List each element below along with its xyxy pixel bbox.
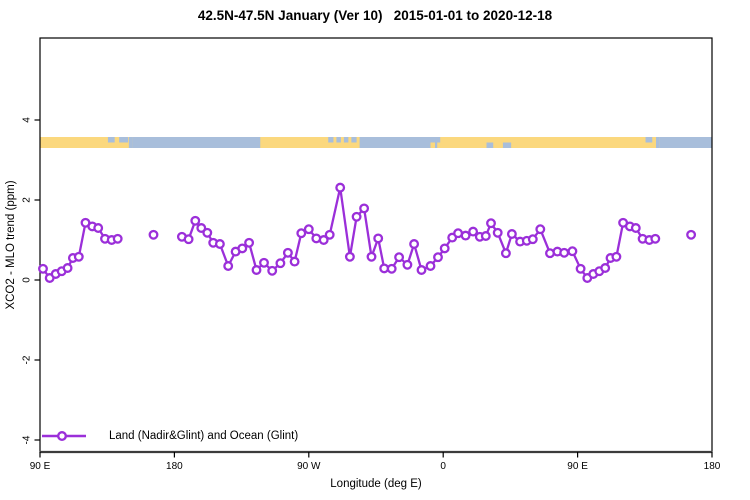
ocean-patch (645, 137, 653, 143)
data-point (630, 223, 641, 233)
x-tick-label: 180 (166, 461, 183, 472)
ocean-segment (659, 137, 712, 148)
data-point (480, 231, 491, 241)
data-point (567, 246, 578, 257)
data-point (559, 247, 570, 258)
y-axis-title: XCO2 - MLO trend (ppm) (5, 180, 17, 310)
data-point (359, 203, 370, 214)
x-tick-label: 90 W (297, 461, 321, 472)
y-tick-label: 4 (22, 117, 33, 123)
data-point (335, 182, 346, 193)
data-point (148, 229, 159, 240)
legend-label: Land (Nadir&Glint) and Ocean (Glint) (109, 430, 299, 442)
data-point (318, 235, 329, 245)
y-tick-label: 2 (22, 197, 33, 203)
data-point (275, 258, 286, 269)
data-point (575, 263, 586, 274)
data-point (73, 251, 84, 262)
axis-ticks: 90 E 180 90 W 0 90 E 180 4 2 0 -2 -4 (22, 117, 721, 472)
ocean-patch (656, 137, 660, 148)
data-point (324, 229, 335, 240)
data-point (190, 215, 201, 226)
x-tick-label: 90 E (30, 461, 51, 472)
ocean-patch (119, 137, 129, 143)
data-point (409, 239, 420, 249)
x-tick-label: 180 (704, 461, 721, 472)
data-point (244, 237, 255, 248)
ocean-patch (107, 137, 115, 143)
data-point (282, 247, 293, 258)
data-point (468, 226, 479, 237)
data-point (296, 228, 307, 239)
series-line (180, 186, 657, 280)
data-point (386, 263, 397, 274)
legend: Land (Nadir&Glint) and Ocean (Glint) (41, 427, 298, 445)
x-tick-label: 90 E (567, 461, 588, 472)
x-tick-label: 0 (440, 461, 446, 472)
data-point (196, 223, 207, 233)
ocean-patch (486, 142, 494, 148)
data-point (93, 223, 104, 233)
data-point (267, 265, 278, 276)
data-point (402, 259, 413, 270)
data-point (535, 224, 546, 235)
data-point (344, 251, 355, 262)
data-point (600, 263, 611, 273)
data-point (506, 229, 517, 239)
data-point (289, 256, 300, 267)
data-point (366, 251, 377, 262)
y-tick-label: -4 (22, 435, 33, 444)
data-point (650, 233, 661, 244)
ocean-segment (132, 137, 261, 148)
land-patch (437, 142, 441, 148)
ocean-patch (502, 142, 512, 148)
data-point (373, 233, 384, 244)
data-point (439, 243, 450, 254)
data-point (351, 211, 362, 222)
ocean-patch (328, 137, 334, 143)
data-point (259, 257, 269, 268)
data-point (38, 263, 48, 274)
ocean-patch (343, 137, 349, 143)
data-point (425, 261, 436, 271)
data-point (416, 265, 427, 275)
data-point (433, 252, 443, 263)
data-point (251, 265, 262, 275)
series-land-ocean (38, 182, 697, 283)
x-axis-title: Longitude (deg E) (330, 478, 422, 490)
ocean-patch (351, 137, 357, 143)
data-point (183, 234, 194, 245)
data-point (527, 234, 538, 245)
legend-marker-icon (42, 430, 86, 441)
data-point (492, 227, 503, 238)
y-tick-label: 0 (22, 277, 33, 283)
land-patch (430, 142, 435, 148)
ocean-segment (359, 137, 441, 148)
data-point (202, 227, 213, 238)
ocean-patch (336, 137, 341, 143)
chart-title: 42.5N-47.5N January (Ver 10) 2015-01-01 … (197, 8, 553, 23)
data-point (460, 230, 471, 241)
data-point (611, 251, 622, 262)
data-point (500, 248, 511, 259)
ocean-patch (128, 137, 133, 148)
data-point (486, 218, 496, 229)
data-point (237, 243, 248, 254)
land-ocean-strip (40, 137, 712, 148)
y-tick-label: -2 (22, 355, 33, 364)
data-point (394, 252, 405, 263)
data-point (214, 239, 225, 249)
data-point (303, 224, 314, 235)
data-point (223, 261, 234, 271)
data-point (62, 263, 73, 273)
data-point (686, 229, 697, 240)
data-point (112, 233, 123, 244)
